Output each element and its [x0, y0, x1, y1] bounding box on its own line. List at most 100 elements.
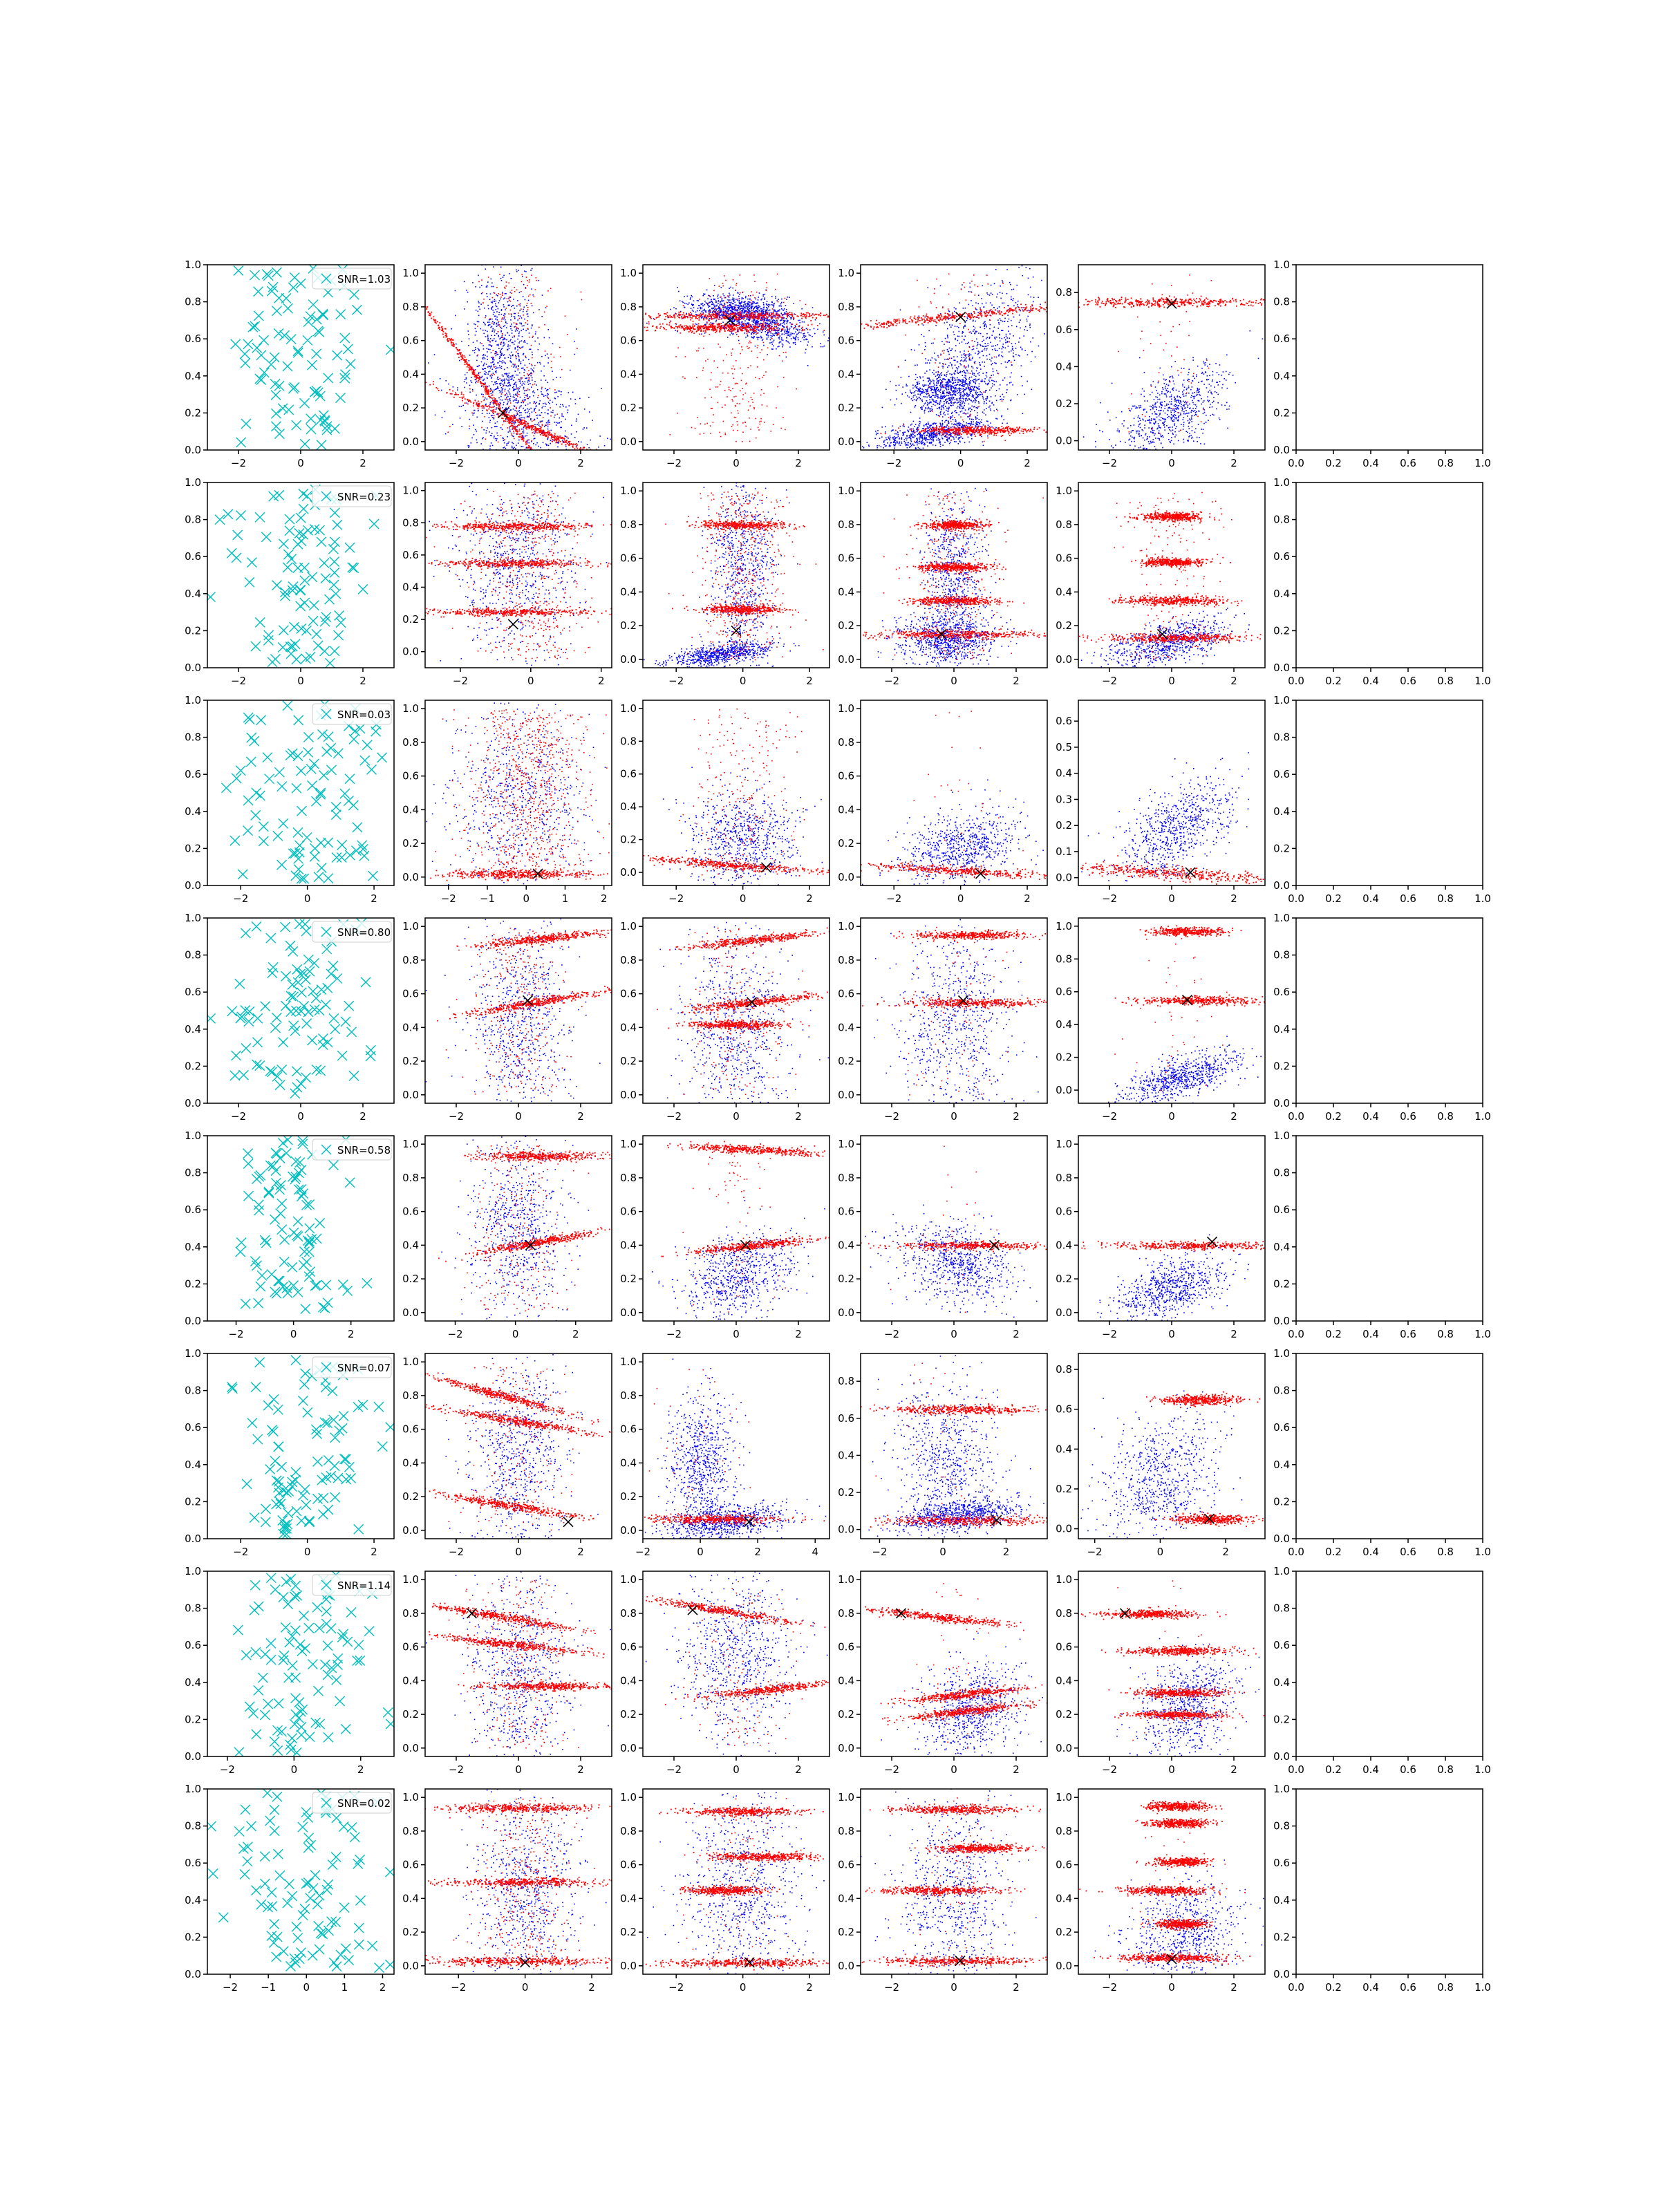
blue-point: [474, 353, 476, 354]
red-point: [544, 433, 545, 435]
blue-point: [783, 310, 785, 311]
red-point: [545, 467, 546, 469]
red-point: [500, 294, 501, 295]
blue-point: [691, 313, 693, 315]
blue-point: [476, 331, 477, 332]
blue-point: [510, 355, 512, 357]
blue-point: [497, 378, 498, 379]
blue-point: [523, 341, 525, 343]
red-point: [783, 352, 785, 353]
blue-point: [575, 464, 577, 465]
red-point: [608, 460, 609, 462]
blue-point: [464, 387, 465, 388]
red-point: [478, 375, 479, 376]
red-point: [718, 312, 720, 314]
red-point: [757, 347, 758, 348]
red-point: [488, 393, 489, 394]
red-point: [481, 279, 482, 281]
red-point: [810, 320, 812, 321]
blue-point: [512, 332, 513, 334]
blue-point: [795, 331, 796, 332]
blue-point: [687, 304, 688, 306]
red-point: [685, 316, 686, 317]
blue-point: [793, 328, 794, 330]
blue-point: [751, 321, 753, 322]
blue-point: [633, 450, 635, 451]
blue-point: [583, 429, 584, 430]
blue-point: [509, 412, 510, 413]
blue-point: [767, 354, 768, 355]
blue-point: [721, 310, 722, 312]
red-point: [712, 315, 713, 316]
red-point: [791, 314, 792, 315]
blue-point: [514, 366, 516, 367]
blue-point: [819, 324, 821, 325]
red-point: [700, 328, 702, 329]
blue-point: [509, 360, 511, 362]
red-point: [482, 396, 484, 397]
red-point: [725, 434, 727, 435]
blue-point: [712, 311, 713, 312]
blue-point: [791, 335, 792, 336]
red-point: [663, 327, 664, 328]
y-tick-label: 0.0: [620, 435, 637, 448]
blue-point: [514, 406, 516, 407]
blue-point: [767, 332, 769, 334]
blue-point: [466, 377, 467, 379]
blue-point: [723, 309, 724, 310]
blue-point: [733, 306, 735, 308]
blue-point: [518, 342, 520, 344]
blue-point: [542, 455, 543, 456]
blue-point: [774, 333, 776, 335]
blue-point: [718, 310, 720, 311]
red-point: [541, 462, 543, 464]
red-point: [516, 419, 518, 420]
red-point: [760, 424, 761, 425]
blue-point: [526, 311, 527, 312]
blue-point: [793, 337, 794, 339]
red-point: [778, 325, 779, 326]
red-point: [747, 317, 748, 318]
red-point: [450, 393, 451, 395]
blue-point: [519, 418, 521, 419]
blue-point: [550, 440, 552, 441]
blue-point: [710, 296, 711, 297]
red-point: [477, 405, 478, 406]
blue-point: [608, 468, 610, 469]
blue-point: [498, 397, 500, 399]
red-point: [735, 317, 737, 319]
red-point: [519, 379, 521, 380]
blue-point: [610, 439, 611, 440]
blue-point: [503, 343, 504, 344]
blue-point: [784, 314, 785, 315]
blue-point: [523, 284, 525, 285]
red-point: [669, 322, 671, 324]
blue-point: [545, 406, 546, 407]
blue-point: [491, 433, 493, 434]
blue-point: [785, 313, 786, 315]
red-point: [447, 336, 448, 337]
red-point: [776, 317, 777, 318]
red-point: [763, 375, 765, 376]
blue-point: [554, 422, 555, 423]
sample-markers: [231, 263, 396, 449]
blue-point: [498, 312, 500, 313]
red-point: [547, 471, 548, 472]
blue-point: [492, 368, 494, 370]
blue-point: [496, 407, 497, 409]
blue-point: [703, 293, 704, 294]
red-point: [492, 412, 494, 413]
blue-point: [765, 331, 766, 332]
blue-point: [478, 410, 479, 411]
red-point: [747, 346, 748, 348]
red-point: [447, 341, 449, 342]
blue-point: [769, 312, 770, 314]
red-point: [561, 438, 562, 439]
blue-point: [510, 357, 512, 359]
blue-point: [804, 333, 805, 335]
blue-point: [592, 420, 593, 421]
blue-point: [746, 319, 747, 320]
blue-point: [523, 387, 525, 388]
red-point: [500, 297, 502, 298]
blue-point: [516, 366, 517, 367]
